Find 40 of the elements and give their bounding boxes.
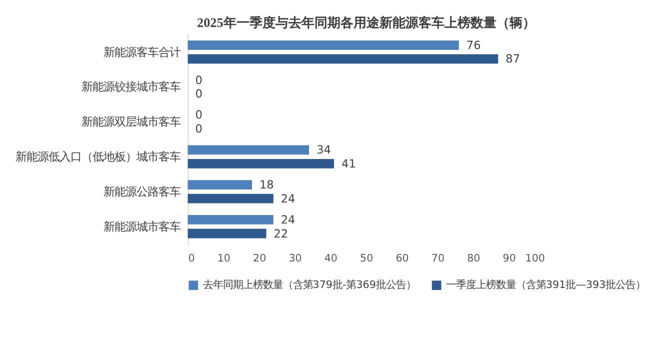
data-label: 0 [195, 74, 202, 87]
bar [188, 158, 334, 168]
y-tick-label: 新能源低入口（低地板）城市客车 [16, 150, 181, 164]
bar [188, 215, 274, 224]
bar [188, 228, 266, 238]
x-tick-label: 100 [525, 252, 545, 264]
bar [188, 180, 252, 190]
x-tick-label: 10 [217, 252, 230, 264]
data-label: 34 [316, 144, 331, 157]
data-label: 18 [259, 178, 274, 192]
chart-title: 2025年一季度与去年同期各用途新能源客车上榜数量（辆） [197, 15, 536, 30]
data-label: 41 [342, 157, 356, 170]
data-label: 22 [274, 227, 288, 240]
x-tick-label: 80 [467, 252, 480, 264]
legend-label: 一季度上榜数量（含第391批—393批公告） [446, 279, 646, 292]
bar [188, 194, 274, 204]
bar [188, 54, 498, 64]
x-tick-label: 60 [396, 252, 409, 264]
legend-label: 去年同期上榜数量（含第379批-第369批公告） [202, 279, 416, 292]
x-tick-label: 70 [431, 252, 445, 264]
data-label: 87 [506, 52, 520, 66]
x-tick-label: 40 [324, 252, 338, 264]
x-tick-label: 0 [188, 252, 195, 264]
x-tick-label: 20 [253, 252, 266, 264]
x-tick-label: 30 [288, 252, 302, 264]
y-tick-label: 新能源双层城市客车 [82, 116, 181, 129]
y-tick-label: 新能源公路客车 [104, 185, 181, 198]
x-tick-label: 90 [502, 252, 516, 264]
y-tick-label: 新能源客车合计 [104, 46, 181, 59]
x-tick-label: 50 [360, 252, 374, 264]
data-label: 0 [195, 122, 202, 136]
data-label: 24 [280, 192, 296, 206]
data-label: 76 [466, 38, 481, 52]
data-label: 0 [195, 108, 202, 122]
y-tick-label: 新能源铰接城市客车 [82, 80, 181, 94]
bar [188, 40, 459, 50]
bar [188, 145, 310, 155]
y-tick-label: 新能源城市客车 [104, 220, 181, 234]
data-label: 24 [280, 213, 296, 226]
data-label: 0 [195, 88, 202, 101]
